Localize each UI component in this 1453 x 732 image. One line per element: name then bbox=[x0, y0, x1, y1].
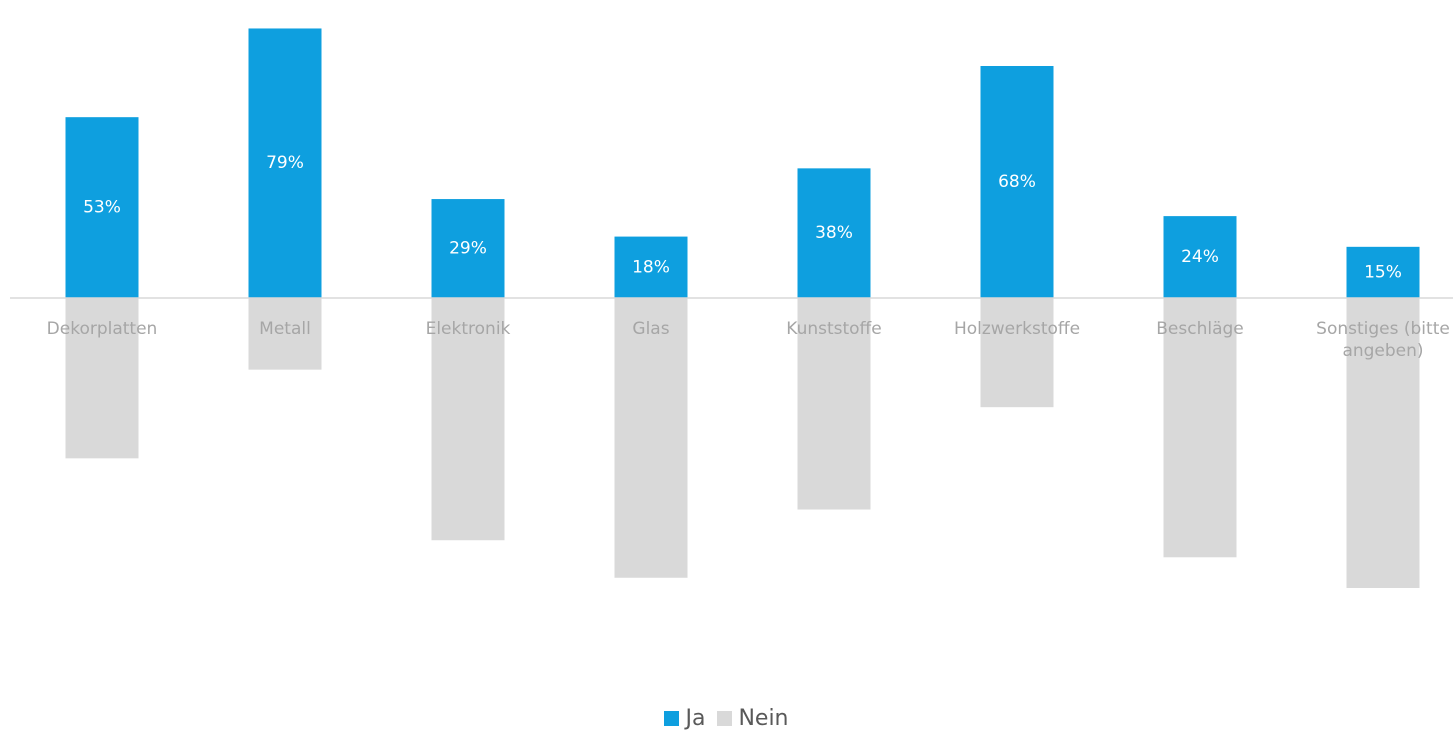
bar bbox=[614, 236, 688, 298]
legend-swatch bbox=[664, 711, 680, 726]
value-label: 38% bbox=[815, 223, 853, 243]
bar bbox=[431, 199, 505, 298]
legend-item: Nein bbox=[717, 706, 789, 731]
value-label: 53% bbox=[83, 198, 121, 218]
value-label: 15% bbox=[1364, 262, 1402, 282]
bar bbox=[1346, 298, 1420, 588]
x-tick-label: Elektronik bbox=[425, 319, 511, 339]
bar bbox=[248, 298, 322, 370]
legend-swatch bbox=[717, 711, 733, 726]
bar bbox=[797, 168, 871, 298]
bar bbox=[980, 66, 1054, 298]
x-tick-label: Beschläge bbox=[1156, 319, 1244, 339]
legend-item: Ja bbox=[664, 706, 705, 731]
x-tick-label: Holzwerkstoffe bbox=[953, 319, 1081, 339]
bar bbox=[65, 117, 139, 298]
legend: Ja Nein bbox=[0, 706, 1453, 732]
bar bbox=[65, 298, 139, 459]
value-label: 79% bbox=[266, 153, 304, 173]
bar bbox=[614, 298, 688, 578]
bar bbox=[797, 298, 871, 510]
x-tick-label: Kunststoffe bbox=[786, 319, 882, 339]
bar bbox=[1346, 246, 1420, 298]
value-label: 68% bbox=[998, 172, 1036, 192]
legend-label: Ja bbox=[685, 706, 706, 731]
x-tick-label: Glas bbox=[632, 319, 670, 339]
x-tick-label: Metall bbox=[259, 319, 311, 339]
value-label: 29% bbox=[449, 239, 487, 259]
bar bbox=[980, 298, 1054, 408]
x-tick-label: Dekorplatten bbox=[46, 319, 158, 339]
bar bbox=[248, 28, 322, 299]
bar bbox=[431, 298, 505, 541]
bar bbox=[1163, 216, 1237, 298]
bar bbox=[1163, 298, 1237, 558]
value-label: 24% bbox=[1181, 247, 1219, 267]
legend-label: Nein bbox=[738, 706, 789, 731]
value-label: 18% bbox=[632, 257, 670, 277]
x-tick-label: Sonstiges (bitte angeben) bbox=[1316, 319, 1450, 361]
